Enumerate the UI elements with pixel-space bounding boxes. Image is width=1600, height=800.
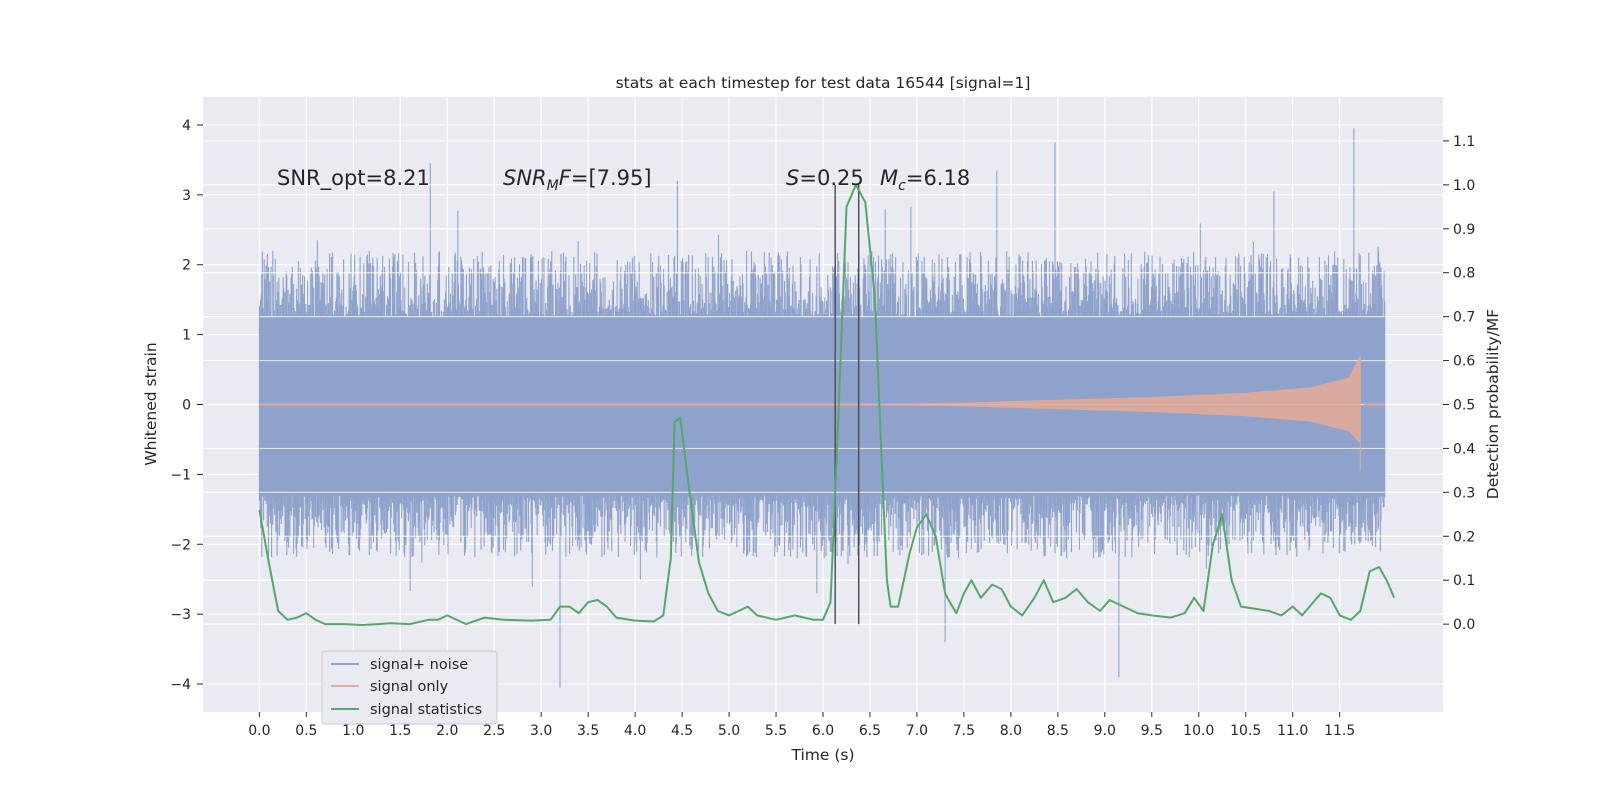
y-right-tick-label: 0.6: [1453, 354, 1475, 370]
y-left-tick-label: 0: [182, 398, 191, 414]
chart-title: stats at each timestep for test data 165…: [616, 74, 1031, 92]
x-tick-label: 11.5: [1324, 723, 1355, 739]
y-left-tick-label: −3: [170, 607, 191, 623]
x-tick-label: 0.0: [248, 723, 270, 739]
x-tick-label: 5.5: [765, 723, 787, 739]
x-tick-label: 7.5: [953, 723, 975, 739]
x-tick-label: 5.0: [718, 723, 740, 739]
x-tick-label: 7.0: [906, 723, 928, 739]
annotation-snr-mf-value: [7.95]: [588, 166, 651, 190]
y-left-axis-label: Whitened strain: [142, 342, 160, 465]
legend-box: [321, 650, 498, 725]
x-tick-label: 9.5: [1141, 723, 1163, 739]
y-left-tick-label: 3: [182, 188, 191, 204]
x-tick-label: 3.0: [530, 723, 552, 739]
x-tick-label: 6.0: [812, 723, 834, 739]
annotation-mc: Mc=6.18: [880, 166, 970, 194]
y-right-axis-label: Detection probability/MF: [1484, 309, 1502, 500]
x-tick-label: 3.5: [577, 723, 599, 739]
x-tick-label: 6.5: [859, 723, 881, 739]
y-right-tick-label: 0.8: [1453, 266, 1475, 282]
x-tick-label: 8.5: [1047, 723, 1069, 739]
y-left-tick-label: −1: [170, 467, 191, 483]
y-left-tick-label: −4: [170, 677, 191, 693]
x-tick-label: 10.0: [1183, 723, 1214, 739]
x-tick-label: 0.5: [295, 723, 317, 739]
y-right-tick-label: 0.0: [1453, 617, 1475, 633]
annotation-s: S=0.25: [786, 166, 864, 190]
y-left-tick-label: 4: [182, 118, 191, 134]
y-right-tick-label: 1.0: [1453, 178, 1475, 194]
x-tick-label: 1.5: [389, 723, 411, 739]
x-tick-label: 2.5: [483, 723, 505, 739]
annotation-s-value: 0.25: [817, 166, 864, 190]
y-right-tick-label: 0.9: [1453, 222, 1475, 238]
x-tick-labels: 0.0 0.5 1.0 1.5 2.0 2.5 3.0 3.5 4.0 4.5 5.0 5.5 6.0 6…: [248, 712, 1355, 739]
y-right-tick-label: 0.5: [1453, 398, 1475, 414]
signal-envelope: [869, 355, 1361, 471]
statistics-line: [258, 183, 1396, 626]
x-tick-label: 10.5: [1230, 723, 1261, 739]
y-right-tick-label: 1.1: [1453, 134, 1475, 150]
signal-only-series: [259, 355, 1385, 471]
legend-label-signal-statistics: signal statistics: [370, 702, 482, 718]
y-left-tick-label: −2: [170, 537, 191, 553]
legend-label-signal-noise: signal+ noise: [370, 657, 468, 673]
x-tick-label: 4.0: [624, 723, 646, 739]
x-axis-label: Time (s): [790, 746, 854, 764]
y-left-tick-labels: 4 3 2 1 0 −1 −2 −3 −4: [170, 118, 203, 693]
x-tick-label: 2.0: [436, 723, 458, 739]
annotation-snr-opt: SNR_opt=8.21: [277, 166, 430, 191]
legend-label-signal-only: signal only: [370, 679, 449, 695]
y-left-tick-label: 2: [182, 258, 191, 274]
x-tick-label: 11.0: [1277, 723, 1308, 739]
x-tick-label: 1.0: [342, 723, 364, 739]
x-tick-label: 9.0: [1094, 723, 1116, 739]
x-tick-label: 4.5: [671, 723, 693, 739]
y-right-tick-label: 0.2: [1453, 529, 1475, 545]
y-right-tick-labels: 1.1 1.0 0.9 0.8 0.7 0.6 0.5 0.4 0.3 0.2 0.1 0.0: [1443, 134, 1475, 633]
annotation-snr-mf: SNRMF=[7.95]: [503, 166, 652, 194]
y-left-tick-label: 1: [182, 328, 191, 344]
vertical-markers: [834, 184, 860, 625]
y-right-tick-label: 0.4: [1453, 441, 1475, 457]
y-right-tick-label: 0.7: [1453, 310, 1475, 326]
signal-statistics-series: [258, 183, 1396, 626]
annotation-mc-value: 6.18: [923, 166, 970, 190]
y-right-tick-label: 0.1: [1453, 573, 1475, 589]
y-right-tick-label: 0.3: [1453, 485, 1475, 501]
x-tick-label: 8.0: [1000, 723, 1022, 739]
legend: signal+ noise signal only signal statist…: [321, 650, 498, 725]
